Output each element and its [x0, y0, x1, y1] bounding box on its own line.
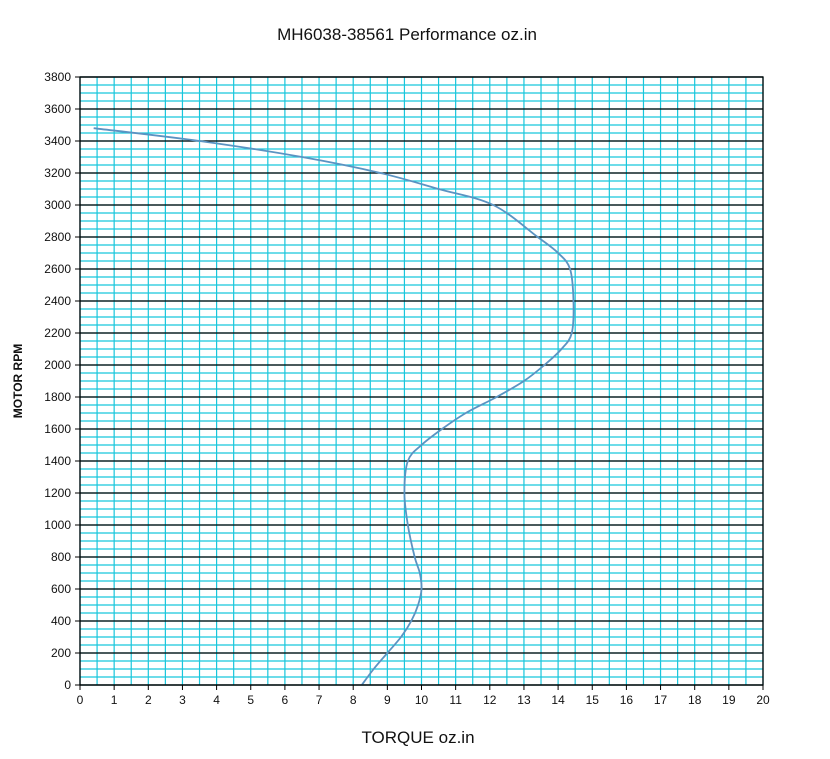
x-tick-label: 9: [384, 693, 391, 707]
x-tick-label: 7: [316, 693, 323, 707]
x-tick-label: 12: [483, 693, 497, 707]
y-tick-label: 1400: [44, 454, 71, 468]
y-tick-label: 400: [51, 614, 71, 628]
x-tick-label: 20: [756, 693, 770, 707]
x-tick-label: 18: [688, 693, 702, 707]
y-tick-label: 600: [51, 582, 71, 596]
x-tick-label: 8: [350, 693, 357, 707]
x-tick-label: 4: [213, 693, 220, 707]
x-axis-label: TORQUE oz.in: [361, 728, 474, 747]
y-tick-label: 2200: [44, 326, 71, 340]
y-tick-label: 1200: [44, 486, 71, 500]
y-axis-label: MOTOR RPM: [11, 344, 25, 418]
y-tick-label: 2400: [44, 294, 71, 308]
x-tick-label: 6: [282, 693, 289, 707]
x-tick-label: 16: [620, 693, 634, 707]
performance-curve: [93, 127, 575, 686]
y-tick-label: 200: [51, 646, 71, 660]
x-tick-label: 11: [449, 693, 462, 707]
y-tick-label: 3400: [44, 134, 71, 148]
x-tick-label: 17: [654, 693, 668, 707]
x-tick-label: 2: [145, 693, 152, 707]
chart-title: MH6038-38561 Performance oz.in: [277, 25, 537, 44]
y-tick-label: 3200: [44, 166, 71, 180]
x-tick-label: 5: [247, 693, 254, 707]
y-tick-label: 800: [51, 550, 71, 564]
x-tick-label: 3: [179, 693, 186, 707]
y-tick-label: 1800: [44, 390, 71, 404]
y-tick-label: 2000: [44, 358, 71, 372]
x-tick-label: 10: [415, 693, 429, 707]
series-layer: [93, 127, 575, 686]
x-tick-label: 15: [586, 693, 600, 707]
y-tick-label: 3600: [44, 102, 71, 116]
y-tick-label: 3000: [44, 198, 71, 212]
y-tick-label: 1000: [44, 518, 71, 532]
y-tick-label: 2800: [44, 230, 71, 244]
y-tick-label: 2600: [44, 262, 71, 276]
x-tick-label: 13: [517, 693, 531, 707]
x-tick-label: 0: [77, 693, 84, 707]
y-tick-label: 3800: [44, 70, 71, 84]
x-tick-label: 19: [722, 693, 736, 707]
x-tick-labels: 0 1 2 3 4 5 6 7 8 9 10 11 12 13 14 15 16 17 18 19 20: [77, 685, 770, 707]
y-tick-labels: 0 200 400 600 800 1000 1200 1400 1600 1800 2000 220…: [44, 70, 80, 692]
x-tick-label: 1: [111, 693, 118, 707]
x-tick-label: 14: [551, 693, 565, 707]
y-tick-label: 1600: [44, 422, 71, 436]
y-tick-label: 0: [64, 678, 71, 692]
